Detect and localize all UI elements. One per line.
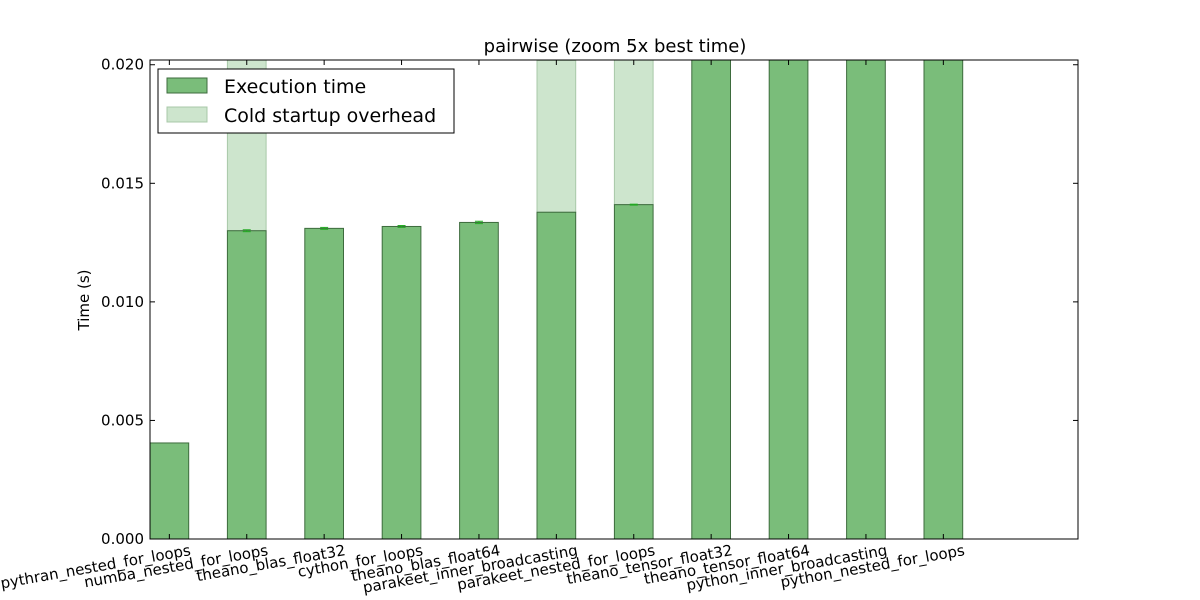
- bar-execution-pythran-nested-for-loops: [149, 442, 190, 540]
- plot-frame: [149, 59, 1079, 540]
- error-bar-theano-blas-float32: [320, 226, 329, 230]
- bar-execution-python-inner-broadcasting: [846, 59, 886, 540]
- bar-execution-parakeet-inner-broadcasting: [536, 211, 577, 540]
- error-bar-numba-nested-for-loops: [242, 229, 251, 233]
- legend: Execution time Cold startup overhead: [157, 68, 455, 134]
- bars-group: [149, 59, 964, 540]
- bar-execution-python-nested-for-loops: [923, 59, 964, 540]
- error-bar-cython-for-loops: [397, 225, 406, 228]
- legend-swatch-execution-time: [166, 77, 208, 94]
- chart-title: pairwise (zoom 5x best time): [484, 36, 747, 57]
- bar-execution-theano-tensor-float64: [768, 59, 809, 540]
- y-tick-label: 0.000: [101, 530, 144, 548]
- legend-label-cold-startup-overhead: Cold startup overhead: [224, 105, 436, 127]
- bar-cold-startup-parakeet-inner-broadcasting: [536, 59, 577, 213]
- bar-execution-cython-for-loops: [381, 225, 422, 540]
- y-tick-label: 0.020: [101, 56, 144, 74]
- y-tick-label: 0.015: [101, 174, 144, 192]
- error-bar-parakeet-nested-for-loops: [629, 203, 638, 206]
- bar-execution-theano-blas-float32: [304, 227, 344, 540]
- bar-execution-parakeet-nested-for-loops: [613, 204, 654, 540]
- bar-execution-theano-tensor-float32: [691, 59, 731, 540]
- legend-label-execution-time: Execution time: [224, 76, 366, 98]
- y-axis-label: Time (s): [75, 270, 93, 332]
- bar-execution-theano-blas-float64: [459, 221, 499, 540]
- y-tick-label: 0.010: [101, 293, 144, 311]
- bar-execution-numba-nested-for-loops: [226, 230, 267, 540]
- y-tick-label: 0.005: [101, 411, 144, 429]
- bar-cold-startup-parakeet-nested-for-loops: [613, 59, 654, 206]
- error-bar-theano-blas-float64: [474, 220, 483, 225]
- legend-swatch-cold-startup-overhead: [166, 106, 208, 123]
